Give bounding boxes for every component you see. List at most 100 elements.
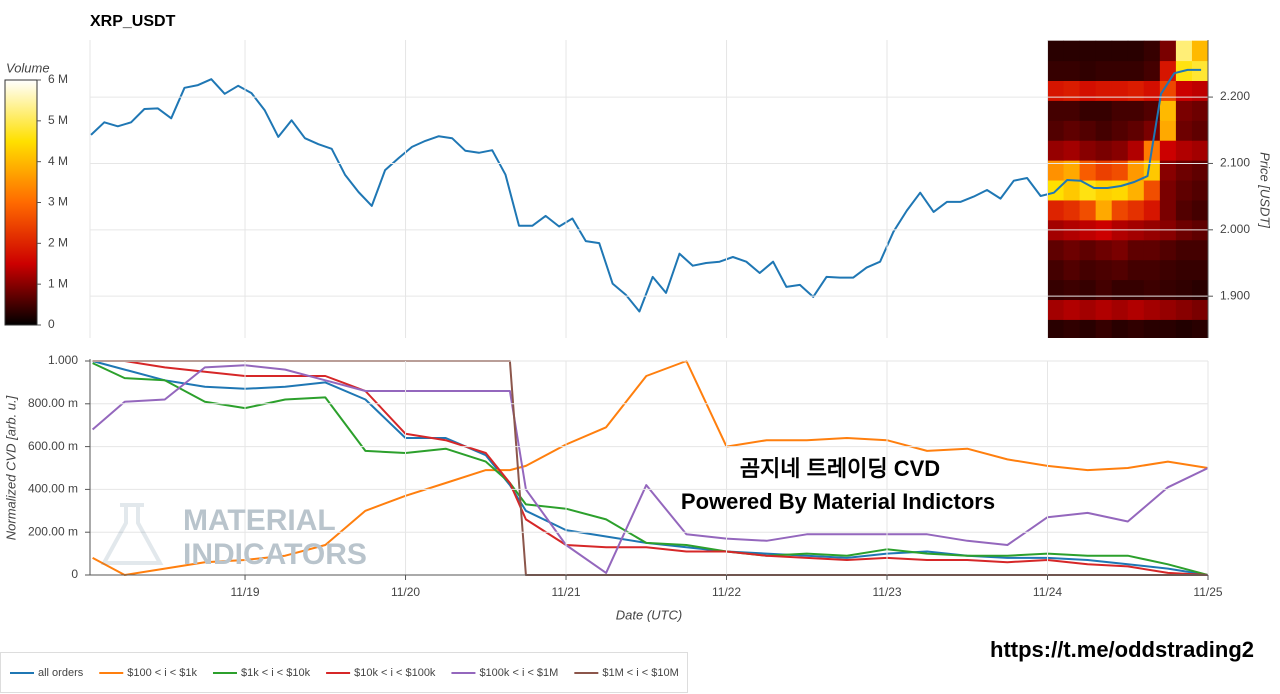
heatmap-cell bbox=[1063, 239, 1081, 261]
heatmap-cell bbox=[1175, 180, 1193, 201]
heatmap-cell bbox=[1079, 60, 1097, 81]
heatmap-cell bbox=[1143, 100, 1161, 121]
heatmap-cell bbox=[1175, 259, 1193, 281]
heatmap-cell bbox=[1127, 199, 1145, 221]
heatmap-cell bbox=[1127, 40, 1145, 62]
heatmap-cell bbox=[1047, 80, 1065, 101]
heatmap-cell bbox=[1095, 80, 1113, 101]
heatmap-cell bbox=[1143, 199, 1161, 221]
heatmap-cell bbox=[1111, 180, 1129, 201]
legend-label: $100 < i < $1k bbox=[127, 667, 197, 679]
heatmap-cell bbox=[1111, 140, 1129, 161]
y-tick-label: 2.000 bbox=[1220, 222, 1250, 236]
colorbar-tick-label: 4 M bbox=[48, 154, 68, 168]
heatmap-cell bbox=[1079, 120, 1097, 141]
heatmap-cell bbox=[1127, 80, 1145, 101]
heatmap-cell bbox=[1095, 160, 1113, 181]
heatmap-cell bbox=[1047, 100, 1065, 121]
heatmap-cell bbox=[1047, 160, 1065, 181]
heatmap-cell bbox=[1191, 140, 1208, 161]
footer-link: https://t.me/oddstrading2 bbox=[990, 637, 1254, 662]
heatmap-cell bbox=[1159, 120, 1177, 141]
heatmap-cell bbox=[1111, 239, 1129, 261]
heatmap-cell bbox=[1191, 80, 1208, 101]
heatmap-cell bbox=[1111, 259, 1129, 281]
heatmap-cell bbox=[1159, 160, 1177, 181]
heatmap-cell bbox=[1063, 60, 1081, 81]
heatmap-cell bbox=[1127, 319, 1145, 338]
heatmap-cell bbox=[1095, 100, 1113, 121]
heatmap-cell bbox=[1111, 100, 1129, 121]
heatmap-cell bbox=[1111, 199, 1129, 221]
heatmap-cell bbox=[1191, 40, 1208, 62]
heatmap-cell bbox=[1063, 199, 1081, 221]
heatmap-cell bbox=[1159, 319, 1177, 338]
heatmap-cell bbox=[1175, 80, 1193, 101]
heatmap-cell bbox=[1111, 60, 1129, 81]
heatmap-cell bbox=[1095, 319, 1113, 338]
heatmap-cell bbox=[1127, 120, 1145, 141]
colorbar-tick-label: 0 bbox=[48, 317, 55, 331]
watermark-logo bbox=[100, 503, 164, 565]
heatmap-cell bbox=[1079, 299, 1097, 320]
heatmap-cell bbox=[1143, 180, 1161, 201]
heatmap-cell bbox=[1191, 279, 1208, 301]
watermark: MATERIAL bbox=[183, 504, 336, 537]
heatmap-cell bbox=[1095, 259, 1113, 281]
heatmap-cell bbox=[1079, 160, 1097, 181]
heatmap-cell bbox=[1159, 80, 1177, 101]
heatmap-cell bbox=[1063, 180, 1081, 201]
heatmap-cell bbox=[1047, 279, 1065, 301]
y-tick-label: 600.00 m bbox=[28, 439, 78, 453]
heatmap-cell bbox=[1191, 120, 1208, 141]
colorbar-title: Volume bbox=[6, 60, 50, 75]
heatmap-cell bbox=[1143, 319, 1161, 338]
heatmap-cell bbox=[1175, 160, 1193, 181]
heatmap-cell bbox=[1175, 100, 1193, 121]
heatmap-cell bbox=[1143, 279, 1161, 301]
x-tick-label: 11/20 bbox=[391, 585, 420, 599]
heatmap-cell bbox=[1079, 140, 1097, 161]
heatmap-cell bbox=[1079, 279, 1097, 301]
heatmap-cell bbox=[1159, 140, 1177, 161]
heatmap-cell bbox=[1063, 259, 1081, 281]
legend-label: $10k < i < $100k bbox=[354, 667, 436, 679]
x-tick-label: 11/23 bbox=[872, 585, 901, 599]
heatmap-cell bbox=[1079, 319, 1097, 338]
heatmap-cell bbox=[1063, 40, 1081, 62]
y-tick-label: 0 bbox=[71, 567, 78, 581]
heatmap-cell bbox=[1175, 279, 1193, 301]
y-axis-label: Normalized CVD [arb. u.] bbox=[3, 395, 18, 540]
y-axis-label: Price [USDT] bbox=[1258, 152, 1273, 228]
heatmap-cell bbox=[1063, 140, 1081, 161]
line bbox=[90, 68, 1202, 313]
heatmap-cell bbox=[1095, 60, 1113, 81]
heatmap-cell bbox=[1127, 299, 1145, 320]
heatmap-cell bbox=[1159, 239, 1177, 261]
heatmap-cell bbox=[1143, 239, 1161, 261]
heatmap-cell bbox=[1127, 60, 1145, 81]
legend-label: all orders bbox=[38, 667, 84, 679]
chart-title: XRP_USDT bbox=[90, 13, 176, 30]
colorbar bbox=[4, 79, 38, 326]
heatmap-cell bbox=[1175, 239, 1193, 261]
line bbox=[92, 360, 1208, 576]
heatmap-cell bbox=[1063, 319, 1081, 338]
heatmap-cell bbox=[1143, 299, 1161, 320]
legend-label: $100k < i < $1M bbox=[479, 667, 558, 679]
heatmap-cell bbox=[1095, 120, 1113, 141]
heatmap-cell bbox=[1111, 299, 1129, 320]
y-tick-label: 2.100 bbox=[1220, 156, 1250, 170]
heatmap-cell bbox=[1047, 239, 1065, 261]
heatmap-cell bbox=[1047, 60, 1065, 81]
x-tick-label: 11/22 bbox=[712, 585, 741, 599]
legend-box bbox=[0, 652, 688, 693]
y-tick-label: 200.00 m bbox=[28, 524, 78, 538]
heatmap-cell bbox=[1063, 160, 1081, 181]
heatmap-cell bbox=[1095, 40, 1113, 62]
heatmap-cell bbox=[1047, 140, 1065, 161]
heatmap-cell bbox=[1095, 140, 1113, 161]
heatmap-cell bbox=[1191, 100, 1208, 121]
heatmap-cell bbox=[1111, 319, 1129, 338]
plot-layer: 0 1 M 2 M 3 M 4 M 5 M 6 M 1.900 2.000 2.100 2.200 0… bbox=[4, 40, 1250, 679]
